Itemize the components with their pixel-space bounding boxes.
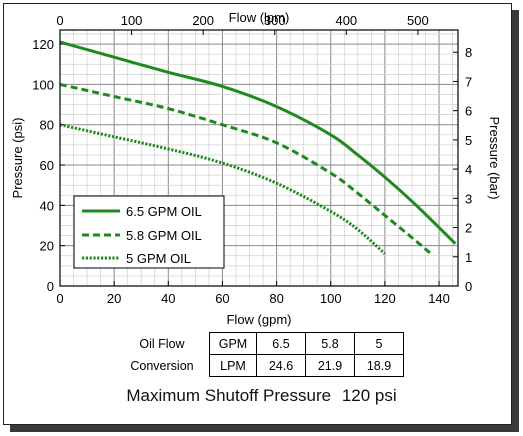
footer-caption: Maximum Shutoff Pressure 120 psi	[0, 386, 523, 406]
y-left-tick-label: 0	[47, 279, 54, 294]
y-left-tick-label: 60	[40, 158, 54, 173]
y-right-tick-label: 1	[465, 250, 472, 265]
series-line-0	[59, 40, 457, 245]
series-lines	[59, 40, 457, 255]
table-cell: 24.6	[256, 354, 306, 377]
table-row: Oil Flow GPM 6.5 5.8 5	[115, 332, 404, 355]
conversion-table: Oil Flow GPM 6.5 5.8 5 Conversion LPM 24…	[115, 332, 404, 377]
table-unit-gpm: GPM	[209, 332, 257, 355]
y-right-tick-label: 8	[465, 45, 472, 60]
x-top-tick-label: 400	[335, 13, 357, 28]
x-top-tick-label: 200	[192, 13, 214, 28]
series-line-1	[59, 82, 432, 255]
table-lead-oil-flow: Oil Flow	[139, 336, 185, 351]
table-cell: 5.8	[305, 332, 355, 355]
x-bottom-tick-label: 20	[107, 291, 121, 306]
table-cell: 6.5	[256, 332, 306, 355]
table-cell: 5	[354, 332, 404, 355]
y-right-tick-label: 4	[465, 162, 472, 177]
table-unit-lpm: LPM	[209, 354, 257, 377]
y-left-tick-label: 80	[40, 118, 54, 133]
y-left-tick-label: 40	[40, 198, 54, 213]
x-bottom-axis-label: Flow (gpm)	[226, 312, 291, 327]
y-right-tick-label: 3	[465, 191, 472, 206]
table-row: Conversion LPM 24.6 21.9 18.9	[115, 354, 404, 377]
legend: 6.5 GPM OIL 5.8 GPM OIL 5 GPM OIL	[73, 195, 225, 269]
table-lead-conversion: Conversion	[130, 358, 194, 373]
table-cell: 18.9	[354, 354, 404, 377]
y-right-tick-label: 2	[465, 221, 472, 236]
footer-value: 120 psi	[341, 386, 397, 405]
x-top-tick-label: 100	[121, 13, 143, 28]
y-right-tick-label: 0	[465, 279, 472, 294]
y-left-tick-label: 20	[40, 239, 54, 254]
plot-area	[59, 29, 459, 287]
x-bottom-tick-label: 120	[374, 291, 396, 306]
y-left-tick-label: 100	[32, 77, 54, 92]
x-top-axis-label: Flow (lpm)	[229, 10, 290, 25]
x-top-tick-label: 300	[264, 13, 286, 28]
y-right-tick-label: 6	[465, 104, 472, 119]
x-top-tick-label: 500	[407, 13, 429, 28]
x-bottom-tick-label: 40	[161, 291, 175, 306]
x-bottom-tick-label: 140	[428, 291, 450, 306]
legend-label-5: 5 GPM OIL	[126, 251, 191, 266]
x-top-tick-label: 0	[56, 13, 63, 28]
series-line-2	[59, 123, 386, 255]
x-bottom-tick-label: 80	[269, 291, 283, 306]
table-cell: 21.9	[305, 354, 355, 377]
footer-label: Maximum Shutoff Pressure	[126, 386, 332, 405]
y-left-axis-label: Pressure (psi)	[10, 118, 25, 199]
y-right-tick-label: 7	[465, 74, 472, 89]
legend-box	[73, 195, 225, 269]
x-bottom-tick-label: 0	[56, 291, 63, 306]
x-bottom-tick-label: 60	[215, 291, 229, 306]
legend-label-5-8: 5.8 GPM OIL	[126, 228, 202, 243]
y-left-tick-label: 120	[32, 37, 54, 52]
y-right-tick-label: 5	[465, 133, 472, 148]
y-right-axis-label: Pressure (bar)	[487, 116, 502, 199]
legend-label-6-5: 6.5 GPM OIL	[126, 204, 202, 219]
x-bottom-tick-label: 100	[320, 291, 342, 306]
